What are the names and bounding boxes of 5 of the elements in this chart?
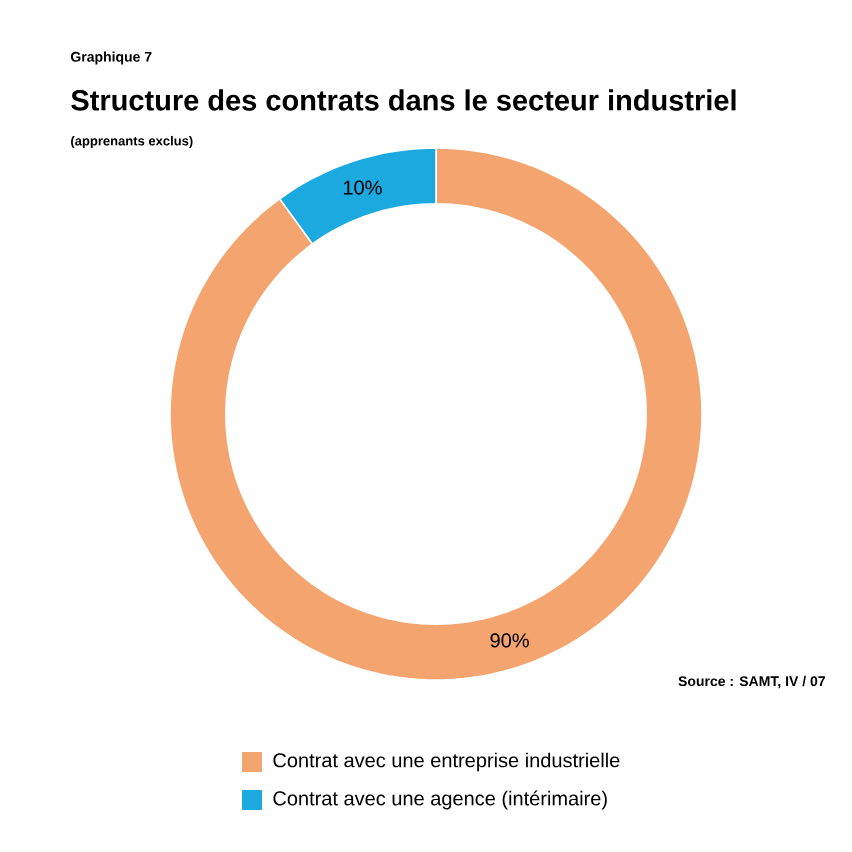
chart-title: Structure des contrats dans le secteur industriel <box>71 89 736 111</box>
data-label: 10% <box>343 180 382 195</box>
legend-label: Contrat avec une agence (intérimaire) <box>273 790 607 810</box>
legend-label: Contrat avec une entreprise industrielle <box>273 752 620 772</box>
data-label: 90% <box>490 633 529 648</box>
